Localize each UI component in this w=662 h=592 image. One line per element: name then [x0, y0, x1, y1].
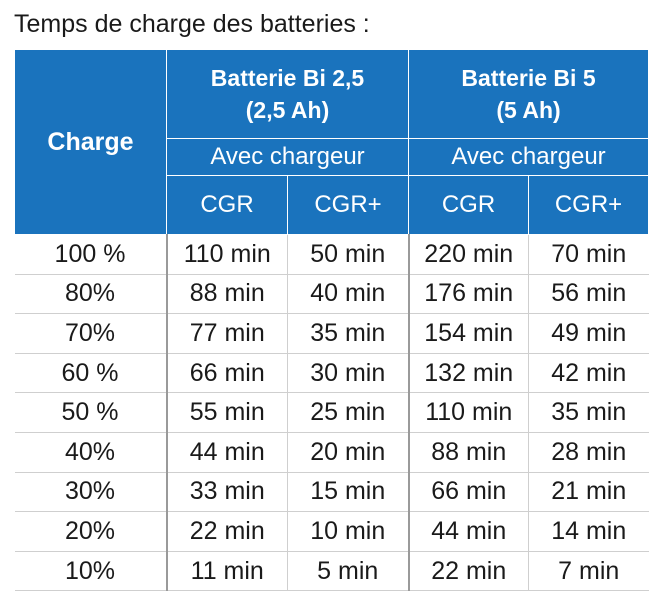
time-cell: 110 min [407, 392, 529, 433]
time-cell: 77 min [165, 313, 288, 354]
time-cell: 22 min [165, 511, 288, 552]
table-row: 20% 22 min 10 min 44 min 14 min [14, 511, 649, 552]
time-cell: 44 min [165, 432, 288, 473]
header-cgr-plus: CGR+ [287, 175, 409, 235]
header-row-charger: Avec chargeur Avec chargeur [15, 138, 649, 176]
table-row: 80% 88 min 40 min 176 min 56 min [14, 274, 649, 315]
time-cell: 5 min [287, 551, 409, 592]
time-cell: 25 min [287, 392, 409, 433]
time-cell: 66 min [407, 472, 529, 513]
time-cell: 154 min [407, 313, 529, 354]
time-cell: 20 min [287, 432, 409, 473]
time-cell: 44 min [407, 511, 529, 552]
time-cell: 55 min [165, 392, 288, 433]
time-cell: 70 min [528, 234, 649, 275]
time-cell: 49 min [528, 313, 649, 354]
header-charger-label: Avec chargeur [166, 138, 409, 176]
header-battery-bi-2-5: Batterie Bi 2,5 (2,5 Ah) [166, 49, 409, 139]
time-cell: 88 min [165, 274, 288, 315]
time-cell: 220 min [407, 234, 529, 275]
time-cell: 35 min [287, 313, 409, 354]
table-row: 50 % 55 min 25 min 110 min 35 min [14, 392, 649, 433]
header-cgr-plus: CGR+ [528, 175, 649, 235]
time-cell: 88 min [407, 432, 529, 473]
time-cell: 56 min [528, 274, 649, 315]
time-cell: 15 min [287, 472, 409, 513]
table-row: 40% 44 min 20 min 88 min 28 min [14, 432, 649, 473]
charge-level: 100 % [14, 234, 167, 275]
time-cell: 22 min [407, 551, 529, 592]
time-cell: 110 min [165, 234, 288, 275]
battery-capacity: (2,5 Ah) [245, 97, 330, 123]
time-cell: 33 min [165, 472, 288, 513]
page-title: Temps de charge des batteries : [14, 10, 370, 38]
charge-level: 70% [14, 313, 167, 354]
time-cell: 11 min [165, 551, 288, 592]
battery-name: Batterie Bi 2,5 [210, 65, 365, 91]
table-row: 10% 11 min 5 min 22 min 7 min [14, 551, 649, 592]
header-row-battery: Charge Batterie Bi 2,5 (2,5 Ah) Batterie… [14, 49, 649, 235]
battery-name: Batterie Bi 5 [461, 65, 596, 91]
charge-level: 30% [14, 472, 167, 513]
charge-time-table: Charge Batterie Bi 2,5 (2,5 Ah) Batterie… [14, 49, 649, 592]
time-cell: 14 min [528, 511, 649, 552]
time-cell: 28 min [528, 432, 649, 473]
time-cell: 66 min [165, 353, 288, 394]
table-row: 60 % 66 min 30 min 132 min 42 min [14, 353, 649, 394]
header-charge: Charge [14, 49, 167, 235]
time-cell: 50 min [287, 234, 409, 275]
header-battery-bi-5: Batterie Bi 5 (5 Ah) [408, 49, 649, 139]
time-cell: 42 min [528, 353, 649, 394]
time-cell: 40 min [287, 274, 409, 315]
charge-level: 60 % [14, 353, 167, 394]
charge-level: 50 % [14, 392, 167, 433]
header-cgr: CGR [408, 175, 529, 235]
time-cell: 21 min [528, 472, 649, 513]
header-cgr: CGR [166, 175, 288, 235]
table-row: 30% 33 min 15 min 66 min 21 min [14, 472, 649, 513]
time-cell: 35 min [528, 392, 649, 433]
time-cell: 30 min [287, 353, 409, 394]
charge-level: 40% [14, 432, 167, 473]
charge-level: 20% [14, 511, 167, 552]
header-charger-label: Avec chargeur [408, 138, 649, 176]
battery-capacity: (5 Ah) [496, 97, 561, 123]
table-row: 70% 77 min 35 min 154 min 49 min [14, 313, 649, 354]
header-row-charger-type: CGR CGR+ CGR CGR+ [15, 175, 649, 235]
time-cell: 132 min [407, 353, 529, 394]
table-row: 100 % 110 min 50 min 220 min 70 min [14, 234, 649, 275]
time-cell: 7 min [528, 551, 649, 592]
time-cell: 10 min [287, 511, 409, 552]
charge-level: 10% [14, 551, 167, 592]
time-cell: 176 min [407, 274, 529, 315]
charge-level: 80% [14, 274, 167, 315]
